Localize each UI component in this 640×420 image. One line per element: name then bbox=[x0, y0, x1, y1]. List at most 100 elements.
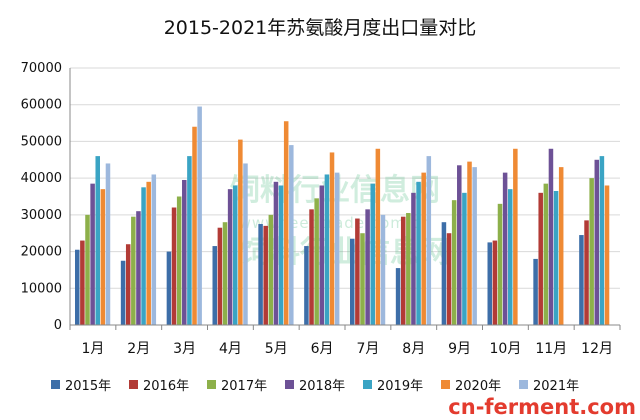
bar bbox=[400, 216, 406, 325]
bar bbox=[380, 214, 386, 325]
bar bbox=[451, 200, 457, 325]
bar bbox=[543, 183, 549, 325]
x-category-label: 9月 bbox=[448, 341, 471, 357]
bar bbox=[324, 174, 330, 325]
bar bbox=[350, 238, 355, 325]
bar bbox=[441, 222, 447, 325]
bar bbox=[365, 209, 370, 325]
bar bbox=[289, 145, 294, 325]
legend-label: 2019年 bbox=[377, 379, 423, 394]
bar bbox=[197, 106, 202, 325]
bar bbox=[487, 242, 493, 325]
bar bbox=[533, 258, 538, 325]
bar bbox=[258, 224, 263, 325]
grid-lines bbox=[70, 67, 620, 289]
bar bbox=[125, 244, 131, 325]
bar bbox=[232, 185, 238, 325]
bar bbox=[355, 218, 360, 325]
bar bbox=[467, 161, 472, 325]
legend-item: 2021年 bbox=[519, 379, 579, 394]
legend-item: 2019年 bbox=[363, 379, 423, 394]
bar bbox=[182, 179, 187, 325]
bar bbox=[222, 222, 228, 325]
bar bbox=[370, 183, 375, 325]
legend-swatch bbox=[129, 380, 138, 389]
legend: 2015年 2016年 2017年 2018年 2019年 2020年 2021年 bbox=[51, 379, 579, 394]
legend-swatch bbox=[363, 380, 372, 389]
bar bbox=[100, 189, 106, 325]
bar bbox=[171, 207, 177, 325]
bar bbox=[411, 192, 416, 325]
x-category-label: 6月 bbox=[311, 341, 334, 357]
x-category-label: 12月 bbox=[581, 341, 613, 357]
bar-series bbox=[75, 106, 610, 325]
bar bbox=[416, 181, 421, 325]
bar bbox=[263, 225, 268, 325]
y-tick-label: 20000 bbox=[21, 245, 62, 260]
bar bbox=[314, 198, 319, 325]
y-tick-labels: 0 10000 20000 30000 40000 50000 60000 70000 bbox=[21, 61, 62, 333]
legend-label: 2021年 bbox=[533, 379, 579, 394]
bar bbox=[227, 189, 233, 325]
bar bbox=[462, 192, 467, 325]
bar bbox=[75, 249, 80, 325]
x-category-label: 3月 bbox=[173, 341, 196, 357]
y-tick-label: 70000 bbox=[21, 61, 62, 76]
y-tick-label: 40000 bbox=[21, 171, 62, 186]
bar bbox=[334, 172, 340, 325]
bar bbox=[278, 185, 284, 325]
bar bbox=[146, 181, 151, 325]
bar bbox=[319, 185, 325, 325]
bar bbox=[85, 214, 90, 325]
bar bbox=[457, 165, 462, 325]
legend-swatch bbox=[285, 380, 294, 389]
legend-swatch bbox=[519, 380, 528, 389]
brand-watermark: cn-ferment.com bbox=[448, 395, 636, 419]
legend-swatch bbox=[51, 380, 60, 389]
legend-label: 2015年 bbox=[65, 379, 111, 394]
x-category-label: 10月 bbox=[490, 341, 522, 357]
bar bbox=[502, 172, 508, 325]
chart-title: 2015-2021年苏氨酸月度出口量对比 bbox=[164, 17, 477, 39]
legend-swatch bbox=[207, 380, 216, 389]
bar bbox=[80, 240, 85, 325]
bar bbox=[212, 246, 218, 325]
bar bbox=[136, 211, 141, 325]
x-category-label: 8月 bbox=[402, 341, 425, 357]
bar bbox=[538, 192, 543, 325]
legend-label: 2016年 bbox=[143, 379, 189, 394]
x-category-label: 4月 bbox=[219, 341, 242, 357]
y-tick-label: 0 bbox=[54, 318, 62, 333]
bar bbox=[513, 148, 518, 325]
bar bbox=[472, 167, 477, 325]
y-tick-label: 10000 bbox=[21, 281, 62, 296]
legend-item: 2018年 bbox=[285, 379, 345, 394]
bar bbox=[584, 220, 589, 325]
bar bbox=[283, 121, 289, 325]
legend-item: 2017年 bbox=[207, 379, 267, 394]
x-category-label: 5月 bbox=[265, 341, 288, 357]
legend-label: 2020年 bbox=[455, 379, 501, 394]
bar bbox=[360, 233, 365, 325]
bar bbox=[217, 227, 223, 325]
watermark-text: 饲料行业信息网 bbox=[229, 173, 440, 208]
bar bbox=[395, 268, 401, 325]
bar bbox=[238, 139, 243, 325]
x-category-labels: 1月 2月 3月 4月 5月 6月 7月 8月 9月 10月 11月 12月 bbox=[81, 341, 613, 357]
bar bbox=[421, 172, 426, 325]
legend-swatch bbox=[441, 380, 450, 389]
bar bbox=[426, 156, 432, 325]
x-category-label: 1月 bbox=[81, 341, 104, 357]
bar bbox=[579, 235, 584, 325]
bar bbox=[406, 213, 411, 325]
bar bbox=[548, 148, 554, 325]
bar bbox=[166, 251, 172, 325]
bar bbox=[90, 183, 95, 325]
bar bbox=[273, 181, 279, 325]
bar bbox=[131, 216, 136, 325]
y-tick-label: 60000 bbox=[21, 98, 62, 113]
bar bbox=[553, 190, 559, 325]
bar bbox=[604, 185, 610, 325]
bar bbox=[309, 209, 314, 325]
